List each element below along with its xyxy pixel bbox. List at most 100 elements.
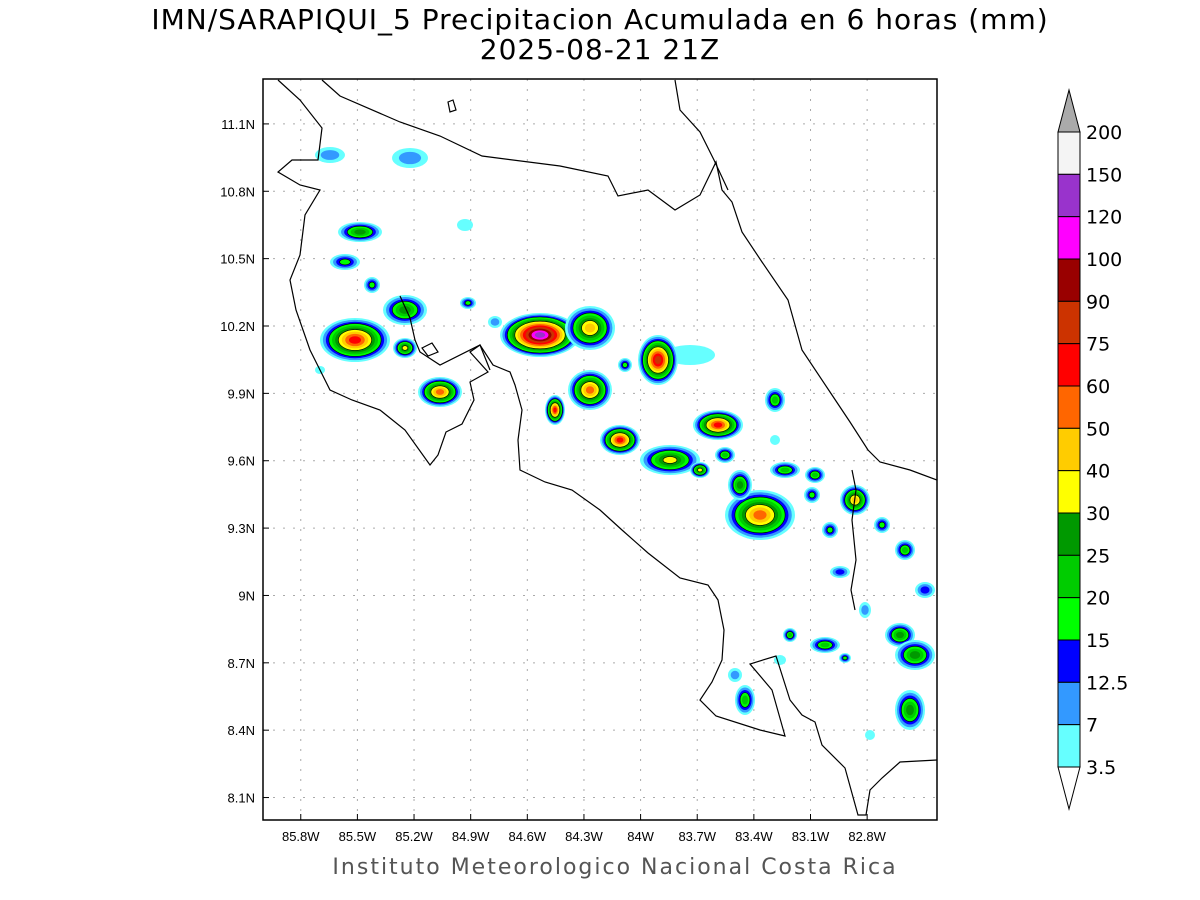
colorbar-label: 150: [1086, 164, 1122, 186]
rain-cell: [364, 277, 380, 293]
credit-text: Instituto Meteorologico Nacional Costa R…: [332, 855, 898, 880]
rain-cell: [638, 335, 678, 385]
rain-contour-level: [713, 422, 723, 428]
rain-contour-level: [553, 407, 557, 413]
rain-cell: [859, 602, 871, 618]
colorbar-label: 15: [1086, 630, 1110, 652]
rain-cell: [805, 467, 825, 483]
lon-tick-label: 83.1W: [792, 829, 830, 844]
colorbar-swatch: [1057, 724, 1081, 768]
rain-contour-level: [348, 336, 362, 344]
lat-tick-label: 8.4N: [228, 723, 255, 738]
rain-contour-level: [787, 632, 793, 638]
rain-contour-level: [909, 651, 921, 659]
rain-cell: [895, 640, 935, 670]
colorbar-label: 200: [1086, 122, 1122, 144]
rain-contour-level: [780, 467, 790, 473]
rain-contour-level: [584, 323, 596, 333]
lat-tick-label: 9N: [238, 588, 255, 603]
colorbar-label: 40: [1086, 461, 1110, 483]
rain-cell: [804, 487, 820, 503]
rain-cell: [715, 447, 735, 463]
rain-contour-level: [435, 389, 445, 395]
rain-cell: [770, 435, 780, 445]
rain-cell: [383, 295, 427, 325]
colorbar-label: 30: [1086, 503, 1110, 525]
rain-contour-level: [534, 332, 546, 338]
lat-tick-label: 10.8N: [220, 184, 255, 199]
rain-contour-level: [826, 526, 834, 534]
rain-cell: [393, 338, 417, 358]
rain-contour-level: [490, 318, 500, 326]
rain-cell: [545, 395, 565, 425]
lat-tick-label: 8.7N: [228, 656, 255, 671]
rain-cell: [500, 313, 580, 357]
rain-contour-level: [339, 258, 351, 266]
colorbar-swatch: [1057, 427, 1081, 472]
colorbar-swatch: [1057, 300, 1081, 345]
rain-cell: [600, 425, 640, 455]
lon-tick-label: 85.2W: [395, 829, 433, 844]
rain-contour-level: [616, 437, 624, 443]
colorbar-swatch: [1057, 258, 1081, 302]
colorbar-label: 100: [1086, 249, 1122, 271]
colorbar-swatch: [1057, 512, 1081, 556]
rain-contour-level: [401, 345, 409, 351]
rain-cell: [690, 462, 710, 478]
map-datetime: 2025-08-21 21Z: [479, 33, 721, 66]
rain-contour-level: [865, 730, 875, 740]
gulf-island: [421, 342, 439, 357]
axis-ticks: 85.8W 85.5W 85.2W 84.9W 84.6W 84.3W 84W 83.7W 83…: [220, 117, 886, 844]
rain-contour-level: [464, 300, 472, 306]
rain-contour-level: [662, 456, 678, 464]
colorbar-label: 60: [1086, 376, 1110, 398]
lat-tick-label: 10.2N: [220, 319, 255, 334]
rain-contour-level: [896, 631, 904, 639]
colorbar-swatch: [1057, 173, 1081, 218]
lat-tick-label: 10.5N: [220, 252, 255, 267]
map-frame: [262, 78, 938, 821]
panama-border: [850, 469, 857, 611]
colorbar-swatch: [1057, 597, 1081, 641]
rain-contour-level: [585, 386, 595, 394]
colorbar-under-arrow: [1057, 766, 1081, 811]
rain-contour-level: [753, 510, 767, 520]
lon-tick-label: 83.4W: [735, 829, 773, 844]
rain-contour-level: [721, 452, 729, 458]
colorbar-label: 12.5: [1086, 672, 1128, 694]
lat-tick-label: 9.6N: [228, 454, 255, 469]
rain-cell: [728, 668, 742, 682]
rain-cell: [783, 628, 797, 642]
lon-tick-label: 82.8W: [848, 829, 886, 844]
lat-tick-label: 9.9N: [228, 386, 255, 401]
rain-contour-level: [736, 481, 744, 489]
rain-contour-level: [771, 396, 779, 404]
lon-tick-label: 84.9W: [452, 829, 490, 844]
rain-cell: [735, 685, 755, 715]
rain-cell: [728, 470, 752, 500]
rain-cell: [885, 623, 915, 647]
rain-cell: [565, 306, 615, 350]
rain-cell: [418, 377, 462, 407]
colorbar-swatch: [1057, 681, 1081, 726]
rain-contour-level: [920, 586, 930, 594]
rain-contour-level: [654, 356, 662, 364]
rain-contour-level: [808, 491, 816, 499]
colorbar-swatch: [1057, 385, 1081, 429]
colorbar: 200 150 120 100 90 75 60 50 40 30 25 20 15 12.5 7 3.5: [1057, 88, 1128, 811]
rain-contour-level: [398, 151, 422, 165]
rain-cell: [460, 297, 476, 309]
rain-contour-level: [770, 435, 780, 445]
lake-island: [447, 99, 457, 113]
colorbar-label: 120: [1086, 207, 1122, 229]
precipitation-field: [315, 147, 935, 740]
coastlines: [276, 79, 937, 816]
rain-contour-level: [842, 655, 848, 661]
colorbar-swatch: [1057, 554, 1081, 599]
nicoya-inner-coast: [399, 295, 491, 371]
rain-cell: [488, 316, 502, 328]
rain-contour-level: [835, 569, 845, 575]
rain-contour-level: [622, 362, 628, 368]
colorbar-label: 20: [1086, 588, 1110, 610]
